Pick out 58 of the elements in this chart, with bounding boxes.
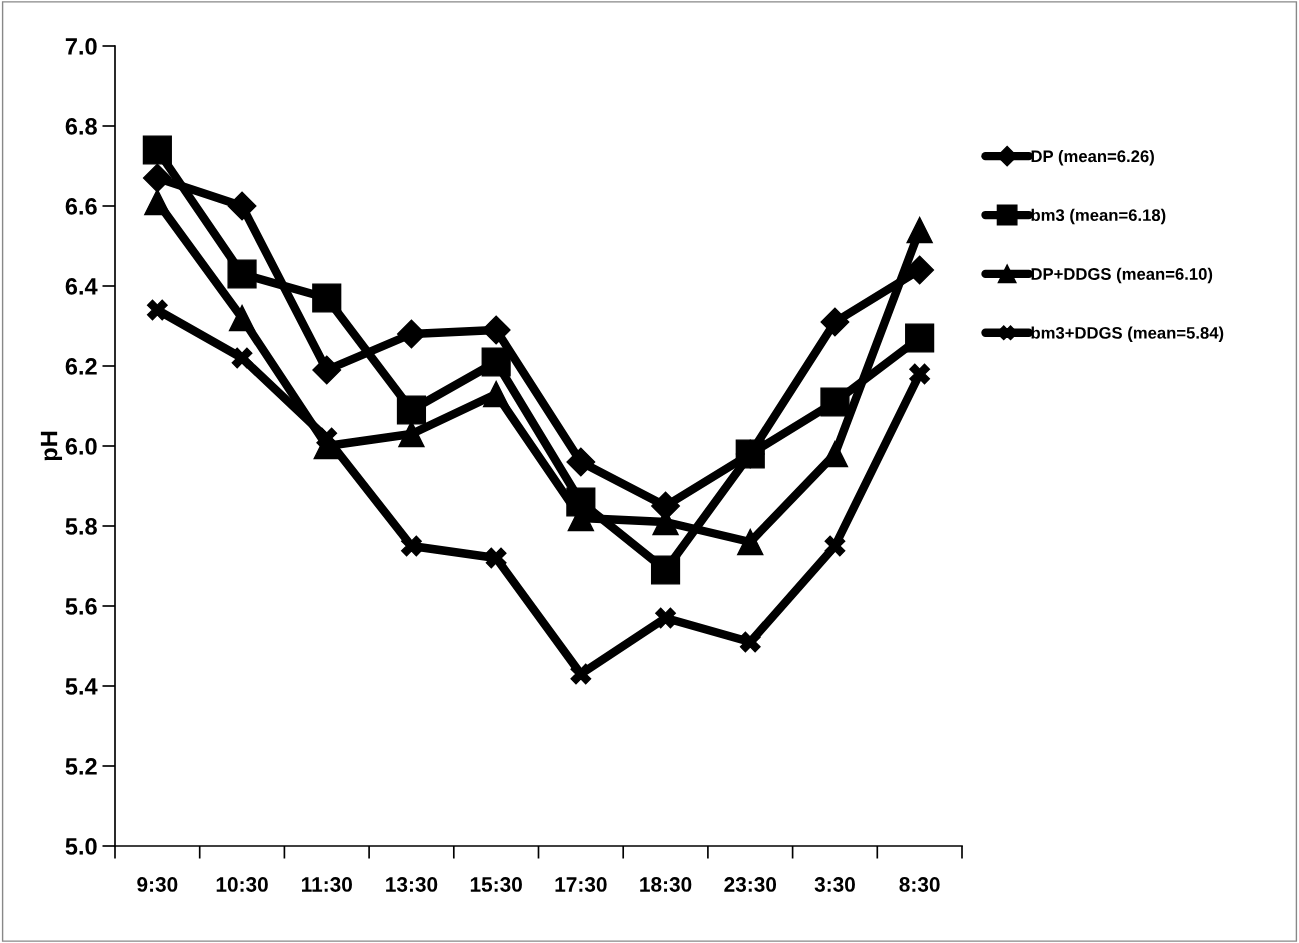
point [824, 535, 846, 557]
point [396, 395, 427, 425]
y-tick-label: 6.4 [65, 278, 98, 295]
point [485, 547, 507, 569]
y-tick-label: 5.4 [65, 678, 98, 695]
point [312, 355, 342, 385]
point [312, 283, 342, 313]
point [144, 188, 171, 216]
y-tick-label: 5.6 [65, 598, 97, 615]
y-tick-label: 5.0 [65, 838, 97, 855]
point [481, 315, 511, 345]
x-tick-label: 23:30 [724, 877, 777, 892]
point [737, 528, 764, 556]
point [739, 631, 761, 653]
point [142, 135, 172, 165]
point [909, 363, 931, 385]
legend-label: DP+DDGS (mean=6.10) [1031, 267, 1213, 284]
point [146, 299, 168, 321]
y-tick-label: 7.0 [65, 38, 97, 55]
point [482, 380, 510, 408]
x-tick-label: 11:30 [302, 877, 352, 892]
x-tick-label: 18:30 [640, 877, 692, 892]
point [655, 607, 676, 629]
y-tick-label: 6.2 [65, 358, 97, 375]
y-tick-label: 6.0 [65, 438, 97, 455]
point [906, 216, 933, 244]
point [316, 427, 338, 449]
point [397, 319, 426, 349]
point [227, 259, 257, 289]
point [398, 420, 425, 448]
legend-label: bm3 (mean=6.18) [1031, 208, 1166, 225]
point [481, 347, 511, 377]
point [228, 304, 256, 332]
y-tick-label: 5.8 [65, 518, 97, 535]
x-tick-label: 13:30 [386, 877, 438, 892]
point [905, 255, 935, 285]
y-axis-title: pH [40, 431, 63, 461]
x-tick-label: 3:30 [814, 877, 855, 892]
point [570, 663, 592, 685]
x-tick-label: 8:30 [899, 877, 940, 892]
x-tick-label: 9:30 [137, 877, 178, 892]
point [820, 387, 850, 417]
y-tick-label: 6.6 [65, 198, 97, 215]
x-tick-label: 15:30 [470, 877, 522, 892]
point [401, 535, 422, 557]
point [905, 323, 935, 353]
point [735, 439, 765, 469]
point [231, 347, 253, 369]
x-tick-label: 10:30 [216, 877, 268, 892]
point [227, 191, 257, 221]
point [566, 447, 596, 477]
y-tick-label: 6.8 [65, 118, 97, 135]
y-tick-label: 5.2 [65, 758, 97, 775]
point [820, 307, 850, 337]
point [650, 555, 681, 585]
legend-label: DP (mean=6.26) [1031, 149, 1154, 166]
x-tick-label: 17:30 [555, 877, 607, 892]
point [142, 163, 172, 193]
